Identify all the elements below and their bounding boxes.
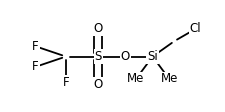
Text: F: F	[32, 40, 38, 53]
Text: O: O	[93, 78, 102, 91]
Text: O: O	[120, 50, 130, 63]
Text: Me: Me	[127, 72, 144, 85]
Text: F: F	[62, 76, 69, 89]
Text: F: F	[32, 60, 38, 73]
Text: Cl: Cl	[189, 23, 200, 36]
Text: Si: Si	[146, 50, 157, 63]
Text: Me: Me	[160, 72, 177, 85]
Text: O: O	[93, 23, 102, 36]
Text: S: S	[94, 50, 101, 63]
